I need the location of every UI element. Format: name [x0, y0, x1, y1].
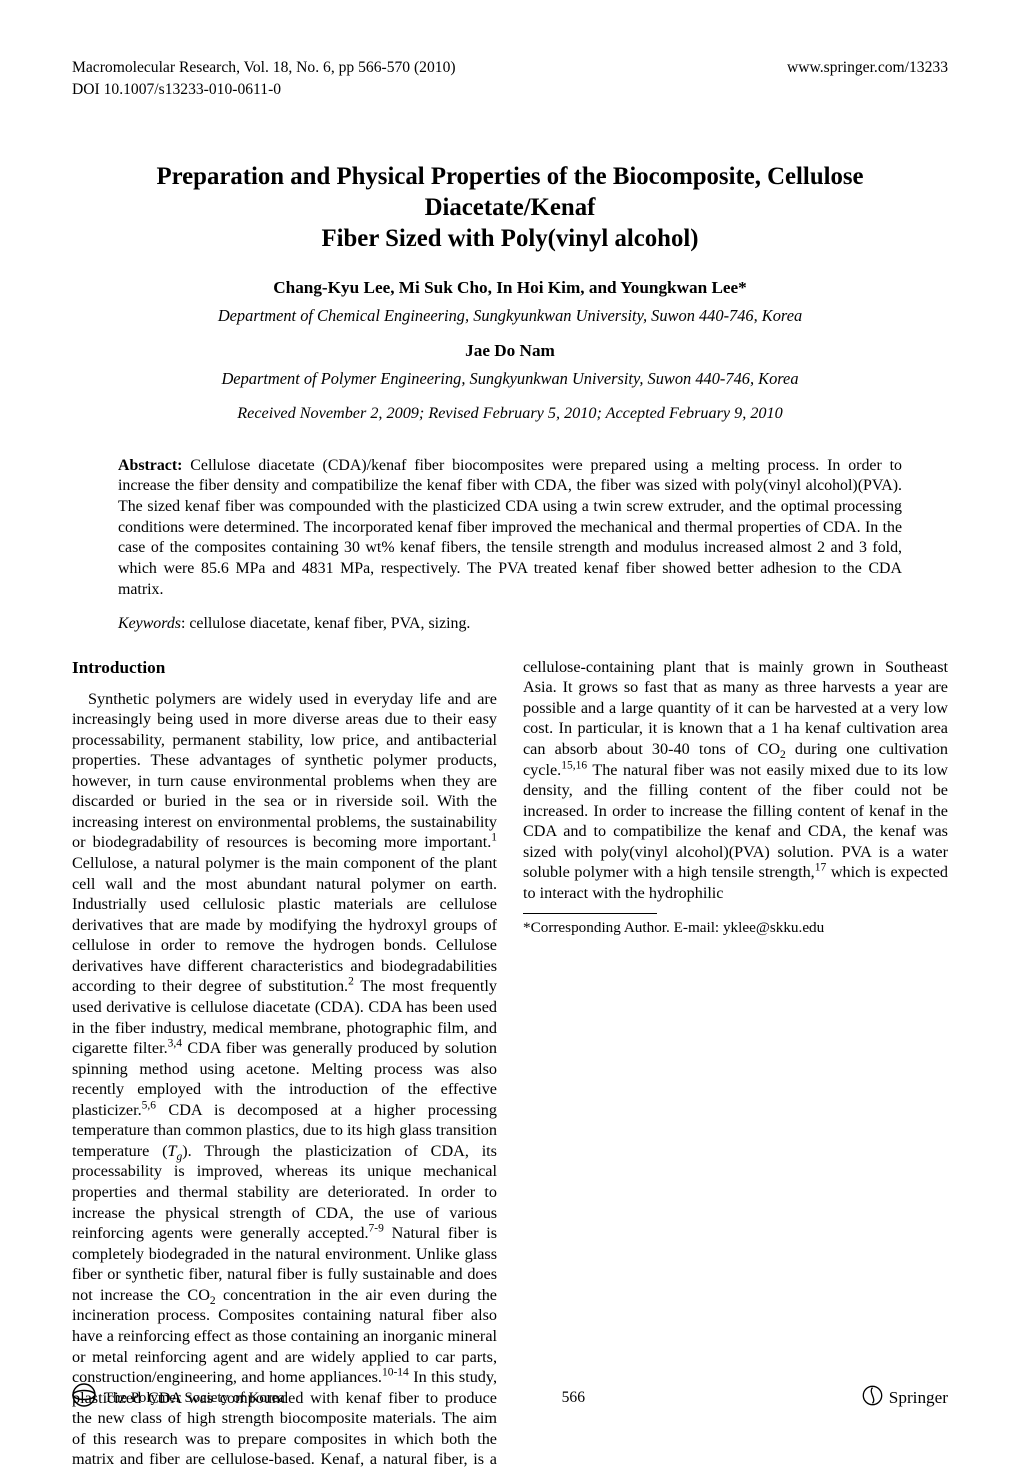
corresponding-author-footnote: *Corresponding Author. E-mail: yklee@skk…	[523, 918, 948, 937]
citation-ref-10-14: 10-14	[382, 1367, 409, 1379]
abstract-label: Abstract:	[118, 457, 182, 474]
citation-ref-3-4: 3,4	[168, 1038, 182, 1050]
title-line-2: Fiber Sized with Poly(vinyl alcohol)	[321, 225, 698, 252]
journal-info: Macromolecular Research, Vol. 18, No. 6,…	[72, 58, 456, 78]
affiliation-2: Department of Polymer Engineering, Sungk…	[72, 368, 948, 389]
citation-ref-15-16: 15,16	[561, 759, 587, 771]
citation-ref-7-9: 7-9	[369, 1223, 384, 1235]
keywords: Keywords: cellulose diacetate, kenaf fib…	[118, 614, 902, 634]
publisher-right: Springer	[862, 1385, 948, 1412]
affiliation-1: Department of Chemical Engineering, Sung…	[72, 305, 948, 326]
doi: DOI 10.1007/s13233-010-0611-0	[72, 80, 948, 100]
citation-ref-17: 17	[815, 862, 827, 874]
abstract: Abstract: Cellulose diacetate (CDA)/kena…	[118, 456, 902, 601]
keywords-text: : cellulose diacetate, kenaf fiber, PVA,…	[181, 615, 470, 632]
intro-text-2: Cellulose, a natural polymer is the main…	[72, 854, 497, 995]
publisher-left-text: The Polymer Society of Korea	[104, 1389, 285, 1408]
citation-ref-5-6: 5,6	[142, 1099, 156, 1111]
springer-logo-icon	[862, 1385, 883, 1412]
intro-text-6: ). Through the plasticization of	[182, 1142, 430, 1160]
abstract-text: Cellulose diacetate (CDA)/kenaf fiber bi…	[118, 457, 902, 598]
citation-ref-1: 1	[491, 832, 497, 844]
journal-url: www.springer.com/13233	[787, 58, 948, 78]
publisher-right-text: Springer	[889, 1387, 948, 1409]
page-footer: The Polymer Society of Korea 566 Springe…	[72, 1383, 948, 1413]
publisher-left: The Polymer Society of Korea	[72, 1383, 285, 1413]
authors-block-1: Chang-Kyu Lee, Mi Suk Cho, In Hoi Kim, a…	[72, 277, 948, 299]
title-line-1: Preparation and Physical Properties of t…	[156, 163, 863, 221]
authors-block-2: Jae Do Nam	[72, 340, 948, 362]
intro-text-1: Synthetic polymers are widely used in ev…	[72, 690, 497, 852]
psk-logo-icon	[72, 1383, 96, 1413]
paper-title: Preparation and Physical Properties of t…	[72, 162, 948, 255]
section-heading-introduction: Introduction	[72, 657, 497, 679]
page-number: 566	[562, 1388, 585, 1408]
keywords-label: Keywords	[118, 615, 181, 632]
body-columns: Introduction Synthetic polymers are wide…	[72, 657, 948, 1473]
tg-symbol: T	[167, 1142, 176, 1160]
footnote-rule	[523, 913, 657, 914]
article-dates: Received November 2, 2009; Revised Febru…	[72, 403, 948, 424]
